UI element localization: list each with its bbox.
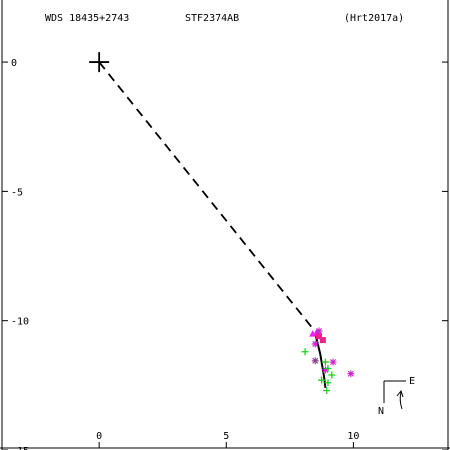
plus-point bbox=[324, 365, 332, 373]
y-tick-label: -15 bbox=[11, 446, 29, 450]
primary-star-marker bbox=[89, 52, 110, 73]
plus-point bbox=[301, 348, 309, 356]
plus-point bbox=[321, 358, 329, 366]
asterisk-point bbox=[311, 340, 319, 348]
asterisk-point bbox=[329, 358, 337, 366]
asterisk-point bbox=[311, 357, 319, 365]
plus-point bbox=[318, 376, 326, 384]
reference-line bbox=[98, 61, 314, 330]
compass-motion-arrow bbox=[396, 389, 404, 410]
y-tick-label: -5 bbox=[11, 187, 23, 198]
asterisk-point bbox=[315, 327, 323, 335]
reference-line-segment bbox=[98, 61, 314, 330]
compass: E N bbox=[378, 376, 415, 417]
header-system-name: STF2374AB bbox=[185, 13, 239, 24]
primary-star-cross bbox=[89, 52, 110, 73]
observation-points bbox=[301, 327, 355, 395]
square-point bbox=[316, 333, 323, 340]
header-wds-id: WDS 18435+2743 bbox=[45, 13, 129, 24]
x-tick-label: 10 bbox=[347, 431, 359, 442]
plus-point bbox=[328, 371, 336, 379]
y-tick-label: -10 bbox=[11, 317, 29, 328]
y-tick-label: 0 bbox=[11, 58, 17, 69]
compass-east-label: E bbox=[409, 376, 415, 387]
asterisk-point bbox=[347, 370, 355, 378]
plus-point bbox=[323, 387, 331, 395]
compass-north-label: N bbox=[378, 406, 384, 417]
x-tick-label: 0 bbox=[96, 431, 102, 442]
asterisk-point bbox=[321, 366, 329, 374]
axis-ticks: 0 5 10 0 -5 -10 -15 bbox=[2, 58, 448, 450]
header-reference: (Hrt2017a) bbox=[344, 13, 404, 24]
plus-point bbox=[324, 379, 332, 387]
x-tick-label: 5 bbox=[223, 431, 229, 442]
square-point bbox=[319, 337, 326, 344]
